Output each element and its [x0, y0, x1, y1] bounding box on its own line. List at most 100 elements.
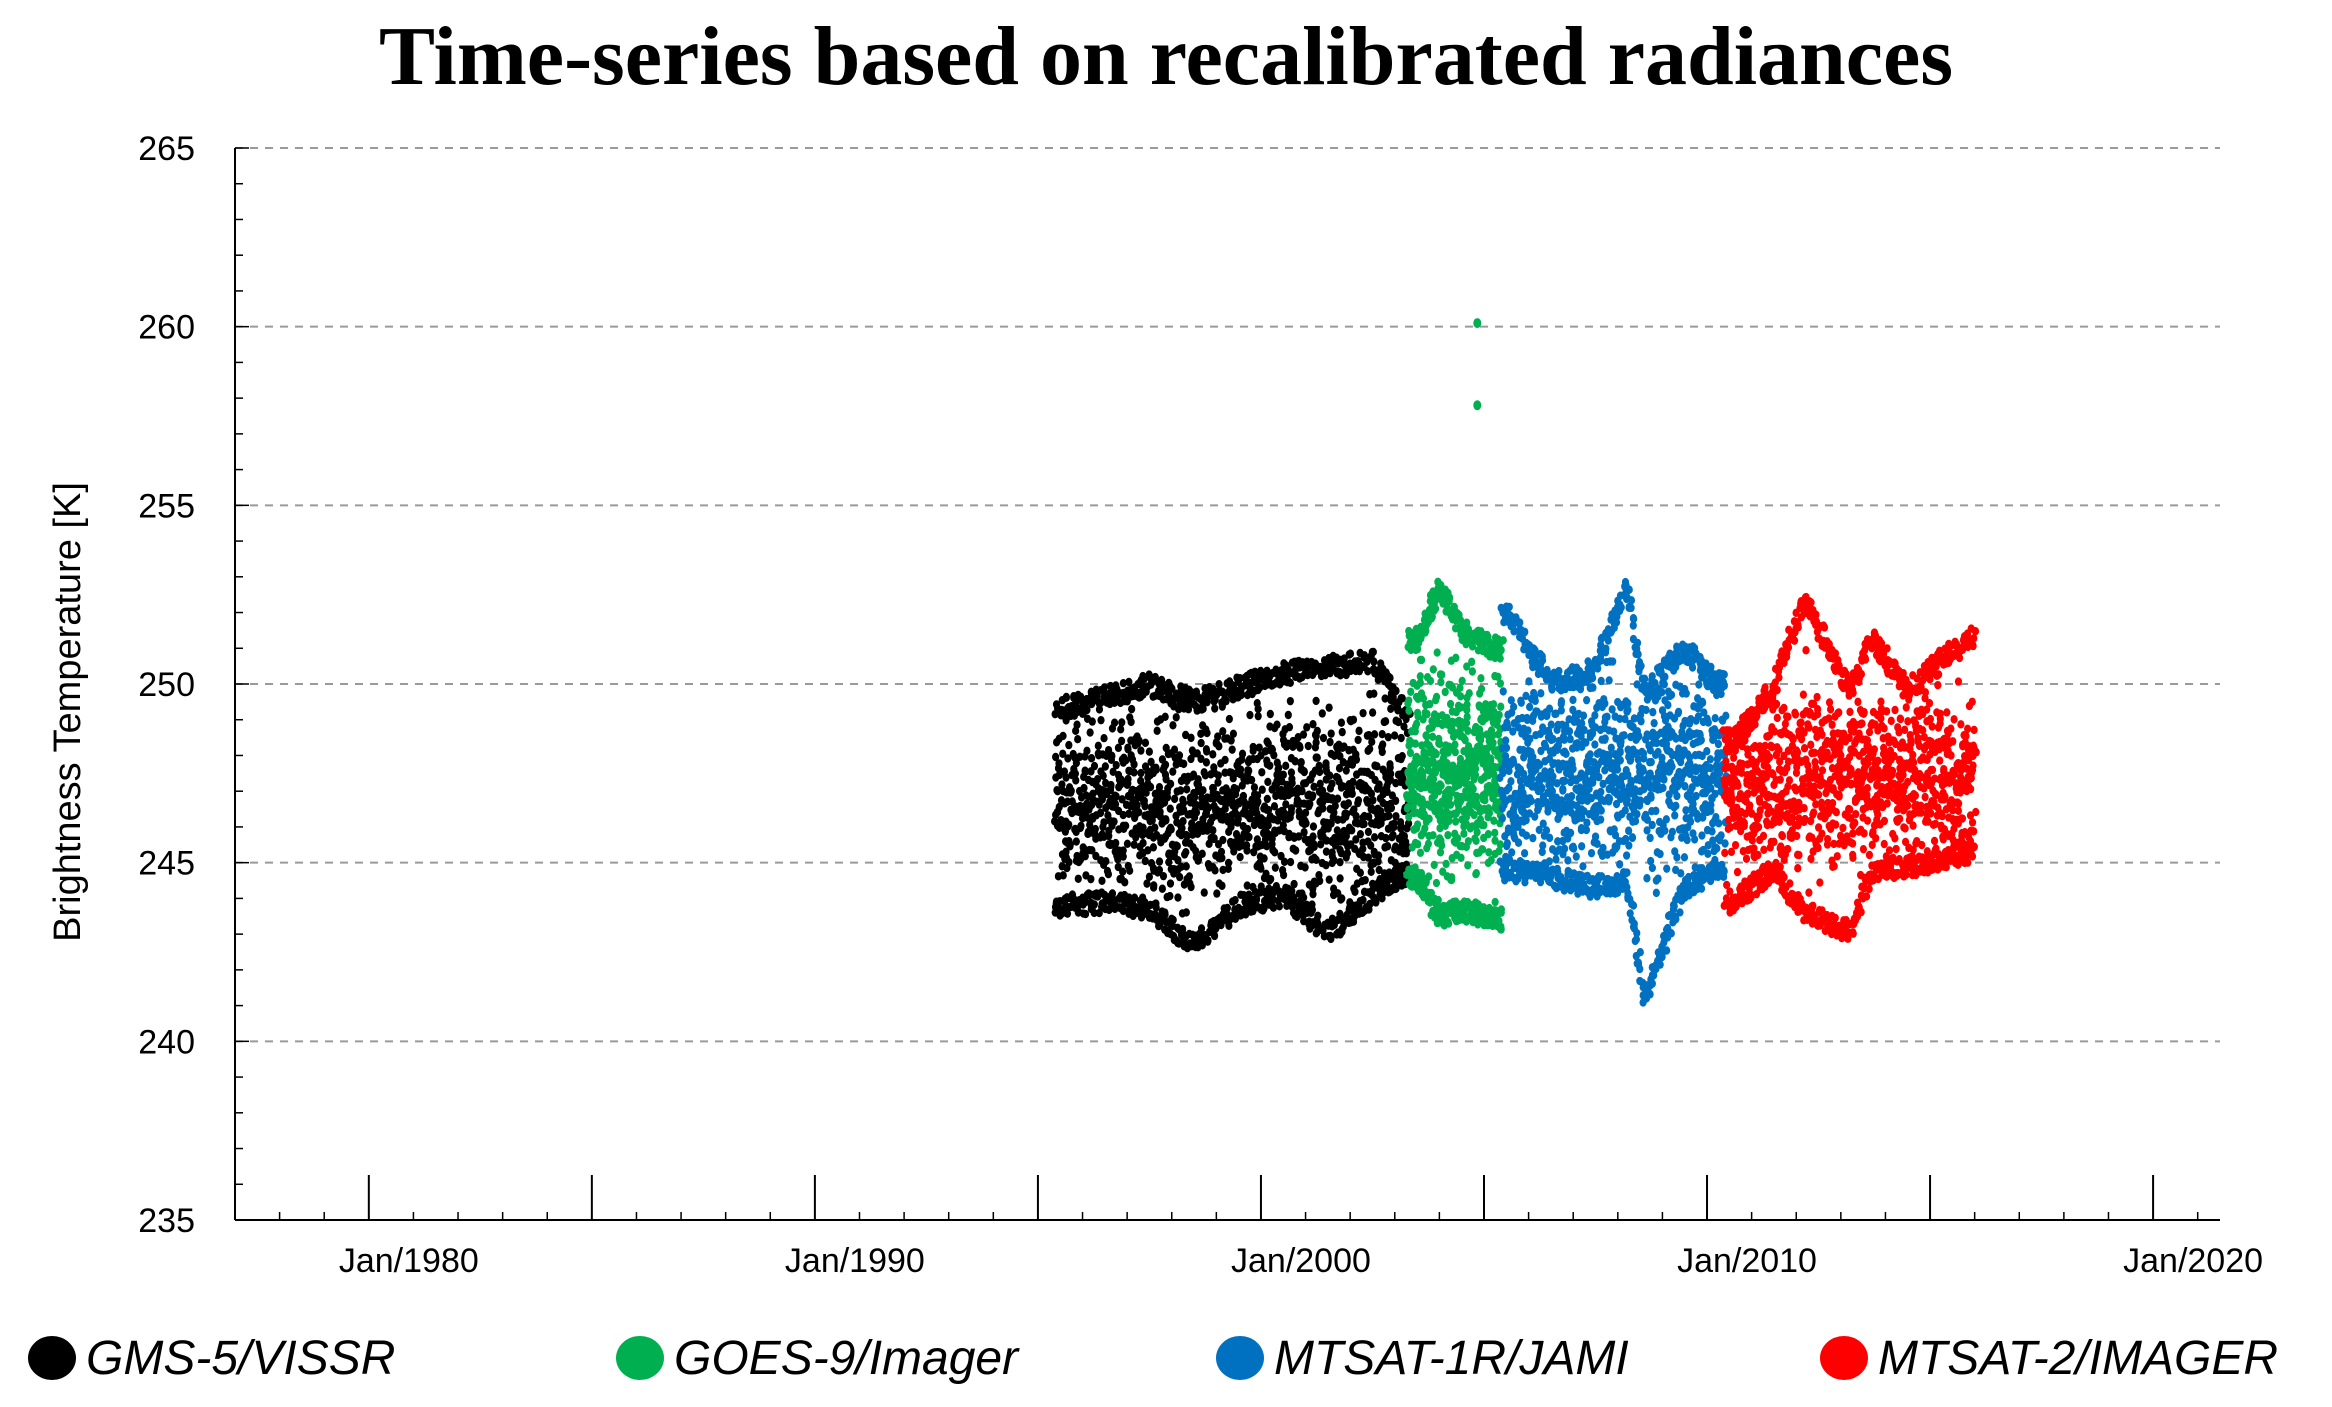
data-point: [1202, 758, 1211, 767]
data-point: [1413, 708, 1422, 718]
data-point: [1605, 676, 1613, 685]
data-point: [1652, 888, 1660, 898]
data-point: [1171, 794, 1179, 804]
data-point: [1468, 667, 1476, 676]
data-point: [1322, 860, 1330, 870]
series-goes-9-imager: [1402, 318, 1507, 934]
data-point: [1721, 848, 1729, 858]
data-point: [1587, 848, 1596, 858]
data-point: [1475, 701, 1483, 710]
data-point: [1405, 696, 1413, 705]
data-point: [1628, 833, 1637, 842]
data-point: [1529, 833, 1537, 843]
data-point: [1063, 863, 1071, 873]
data-point: [1706, 763, 1715, 773]
data-point: [1416, 672, 1424, 681]
data-point: [1266, 709, 1274, 719]
data-point: [1503, 602, 1511, 612]
data-point: [1720, 867, 1728, 876]
data-point: [1464, 837, 1472, 846]
data-point: [1130, 760, 1138, 769]
data-point: [1412, 719, 1421, 729]
data-point: [1119, 867, 1127, 876]
data-point: [1144, 846, 1152, 855]
data-point: [1578, 842, 1586, 851]
data-point: [1667, 690, 1676, 700]
data-point: [1744, 789, 1752, 798]
data-point: [1554, 837, 1562, 846]
data-point: [1451, 817, 1460, 826]
data-point: [1557, 706, 1565, 715]
data-point: [1303, 670, 1312, 680]
data-point: [1090, 900, 1098, 909]
data-point: [1616, 746, 1624, 756]
data-point: [1723, 726, 1731, 735]
data-point: [1587, 793, 1596, 803]
data-point: [1166, 804, 1174, 813]
data-point: [1119, 906, 1127, 916]
data-point: [1639, 764, 1647, 773]
data-point: [1400, 722, 1408, 731]
data-point: [1110, 817, 1118, 826]
data-point: [1238, 749, 1247, 759]
data-point: [1108, 889, 1116, 899]
data-point: [1318, 709, 1326, 718]
data-point: [1694, 712, 1703, 721]
data-point: [1203, 697, 1211, 707]
data-point: [1648, 979, 1656, 988]
data-point: [1258, 785, 1266, 794]
data-point: [1597, 872, 1605, 881]
data-point: [1399, 774, 1407, 783]
data-point: [1689, 799, 1697, 809]
data-point: [1569, 705, 1577, 715]
data-point: [1081, 851, 1089, 861]
data-point: [1124, 743, 1132, 752]
data-point: [1668, 762, 1676, 771]
data-point: [1264, 805, 1273, 815]
data-point: [1487, 754, 1495, 763]
data-point: [1630, 614, 1638, 624]
data-point: [1141, 801, 1149, 811]
data-point: [1209, 826, 1217, 835]
data-point: [1179, 795, 1187, 805]
data-point: [1356, 829, 1365, 839]
data-point: [1526, 734, 1534, 743]
data-point: [1403, 804, 1411, 813]
data-point: [1424, 839, 1432, 848]
data-point: [1397, 822, 1406, 832]
data-point: [1695, 680, 1703, 689]
data-point: [1330, 751, 1338, 760]
data-point: [1342, 853, 1350, 862]
data-point: [1597, 676, 1605, 686]
data-point: [1731, 840, 1740, 850]
data-point: [1496, 679, 1504, 688]
data-point: [1389, 830, 1397, 840]
data-point: [1191, 792, 1199, 802]
x-tick-label-1990: Jan/1990: [785, 1242, 925, 1280]
data-point: [1648, 672, 1656, 681]
data-point: [1647, 791, 1655, 800]
data-point: [1626, 756, 1634, 765]
data-point: [1457, 853, 1465, 863]
data-point: [1454, 609, 1462, 618]
data-point: [1203, 747, 1211, 756]
data-point: [1175, 751, 1184, 760]
data-point: [1708, 827, 1716, 836]
data-point: [1700, 708, 1708, 717]
data-point: [1536, 782, 1545, 791]
data-point: [1119, 678, 1127, 688]
data-point: [1596, 653, 1605, 662]
data-point: [1466, 801, 1474, 811]
data-point: [1446, 699, 1455, 709]
data-point: [1086, 820, 1094, 829]
data-point: [1076, 752, 1084, 762]
data-point: [1372, 898, 1380, 907]
data-point: [1213, 889, 1221, 898]
data-point: [1668, 728, 1676, 737]
data-point: [1719, 678, 1728, 687]
data-point: [1633, 928, 1641, 938]
data-point: [1334, 815, 1342, 824]
data-point: [1387, 704, 1395, 714]
data-point: [1087, 874, 1095, 884]
